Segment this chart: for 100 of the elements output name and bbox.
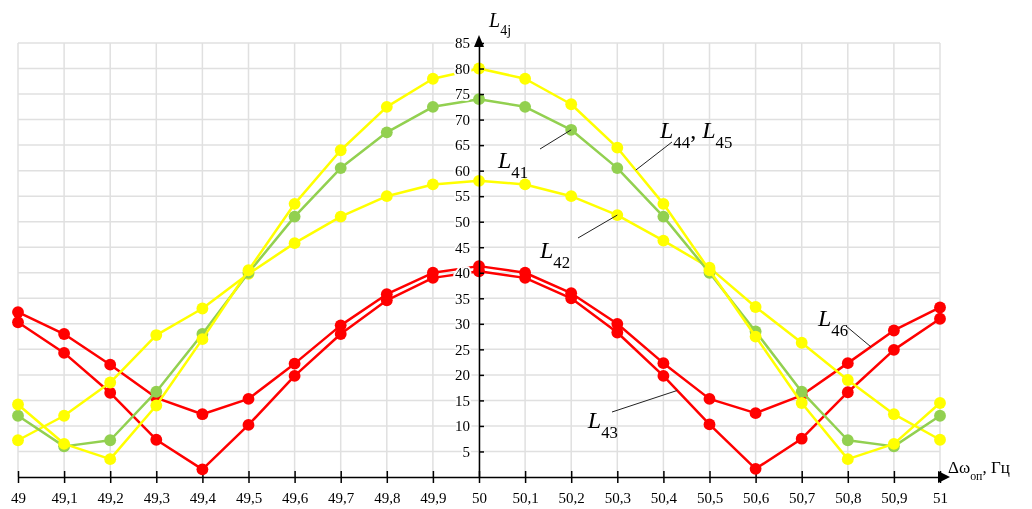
point (288, 237, 301, 250)
point (58, 328, 71, 340)
point (565, 98, 578, 111)
point (104, 358, 117, 371)
point (12, 306, 24, 318)
y-tick-label: 45 (455, 239, 470, 256)
x-tick-label: 49,9 (420, 489, 447, 506)
x-tick-label: 50,4 (650, 489, 678, 506)
y-tick-label: 60 (455, 162, 470, 179)
point (887, 408, 900, 421)
point (334, 162, 347, 174)
y-tick-label: 55 (455, 188, 470, 205)
series-label: L$_{46}$ (817, 305, 849, 340)
point (519, 72, 532, 85)
point (934, 301, 946, 314)
x-tick-label: 50,6 (742, 489, 770, 506)
y-tick-label: 20 (455, 367, 470, 384)
point (611, 162, 624, 174)
point (703, 418, 716, 431)
point (196, 408, 209, 421)
point (795, 432, 808, 445)
point (841, 386, 854, 399)
point (104, 453, 117, 466)
point (703, 392, 716, 405)
point (242, 392, 255, 405)
point (288, 370, 301, 382)
x-tick-label: 50,9 (881, 489, 908, 506)
point (934, 397, 946, 409)
series-label: L$_{41}$ (497, 147, 529, 182)
point (749, 407, 762, 420)
point (841, 434, 854, 447)
point (150, 433, 163, 446)
point (426, 72, 439, 85)
point (611, 141, 624, 154)
point (519, 178, 532, 191)
point (795, 385, 808, 398)
point (380, 126, 393, 139)
point (12, 398, 24, 411)
point (657, 197, 670, 210)
x-tick-label: 50 (472, 489, 487, 506)
point (934, 409, 946, 422)
point (104, 434, 117, 447)
point (58, 409, 71, 422)
point (104, 386, 117, 399)
y-axis-title: L$_{4j}$ (488, 9, 512, 38)
x-tick-label: 49,7 (328, 489, 355, 506)
point (12, 409, 24, 422)
y-tick-label: 25 (455, 341, 470, 358)
point (380, 100, 393, 113)
x-tick-label: 50,2 (558, 489, 585, 506)
point (334, 210, 347, 223)
x-tick-label: 49,4 (189, 489, 217, 506)
y-tick-label: 70 (455, 111, 470, 128)
x-tick-label: 49 (11, 489, 26, 506)
point (749, 462, 762, 475)
point (841, 453, 854, 466)
point (150, 329, 163, 341)
point (150, 385, 163, 398)
x-tick-label: 51 (933, 489, 948, 506)
point (288, 197, 301, 210)
point (611, 209, 624, 221)
y-tick-label: 5 (462, 443, 470, 460)
point (12, 316, 24, 329)
x-tick-label: 49,2 (97, 489, 124, 506)
point (426, 100, 439, 113)
point (196, 463, 209, 476)
point (565, 190, 578, 203)
y-tick-label: 15 (455, 392, 470, 409)
point (565, 123, 578, 136)
x-tick-label: 49,8 (374, 489, 401, 506)
point (934, 312, 946, 325)
point (58, 347, 71, 359)
point (657, 234, 670, 247)
point (887, 343, 900, 356)
x-tick-label: 50,1 (512, 489, 539, 506)
point (749, 301, 762, 313)
series-label: L$_{42}$ (539, 237, 571, 272)
point (150, 399, 163, 412)
point (380, 190, 393, 203)
x-tick-label: 50,7 (789, 489, 816, 506)
x-tick-label: 49,6 (281, 489, 309, 506)
point (519, 100, 532, 113)
point (242, 419, 255, 431)
point (288, 357, 301, 370)
text: L$_{43}$ (586, 407, 618, 442)
point (657, 370, 670, 382)
point (334, 144, 347, 157)
point (841, 374, 854, 386)
y-tick-label: 65 (455, 137, 470, 154)
point (887, 324, 900, 337)
y-tick-label: 35 (455, 290, 470, 307)
x-tick-label: 50,8 (835, 489, 862, 506)
point (657, 357, 670, 370)
y-tick-label: 85 (455, 35, 470, 52)
point (426, 178, 439, 191)
point (196, 302, 209, 315)
point (288, 210, 301, 223)
series-label: L$_{44}$, L$_{45}$ (659, 117, 733, 152)
point (795, 336, 808, 349)
point (473, 93, 485, 106)
